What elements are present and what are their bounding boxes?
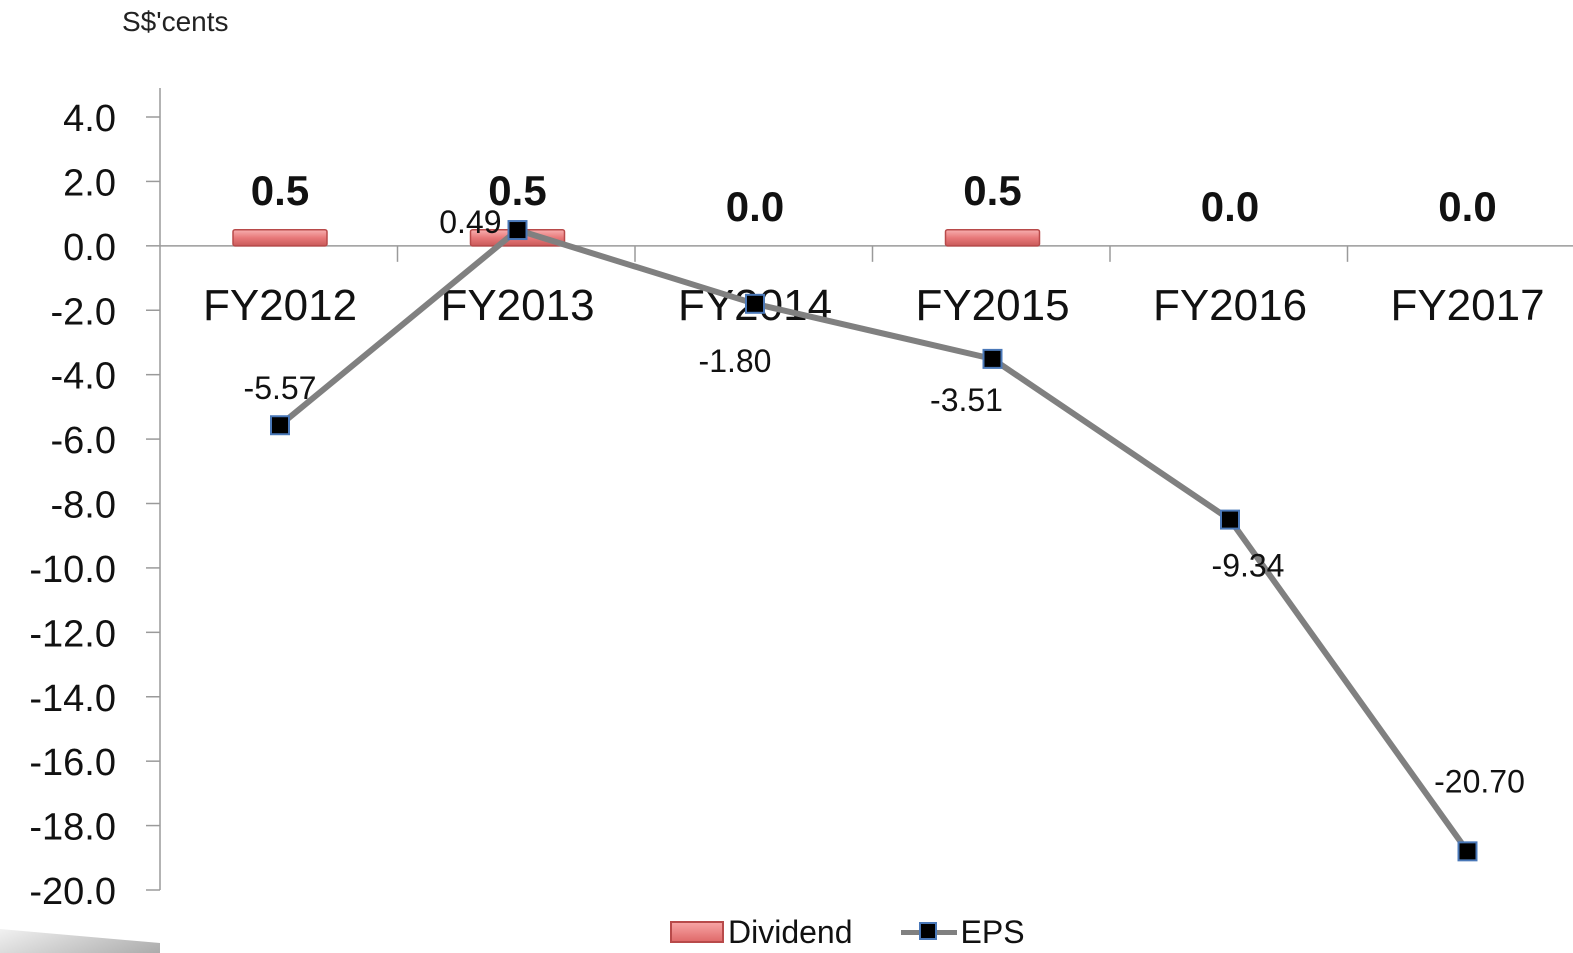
y-tick-label: -2.0 — [51, 291, 116, 333]
y-tick-label: 4.0 — [63, 98, 116, 140]
legend-label-eps: EPS — [960, 913, 1025, 950]
dividend-swatch-icon — [670, 921, 724, 943]
x-category-label: FY2017 — [1390, 281, 1544, 330]
dividend-bar — [944, 228, 1041, 247]
x-category-label: FY2012 — [203, 281, 357, 330]
dividend-data-label: 0.5 — [488, 167, 546, 214]
eps-swatch-icon — [900, 920, 957, 944]
y-tick-label: -16.0 — [29, 742, 116, 784]
eps-data-label: -3.51 — [930, 382, 1003, 418]
dividend-data-label: 0.5 — [251, 167, 309, 214]
eps-marker — [507, 220, 528, 241]
legend-item-dividend: Dividend — [670, 914, 853, 951]
y-tick-label: -20.0 — [29, 871, 116, 913]
y-tick-label: -8.0 — [51, 485, 116, 527]
eps-marker — [1457, 841, 1478, 862]
y-axis-unit-label: S$'cents — [122, 6, 229, 37]
eps-marker — [982, 348, 1003, 369]
eps-line — [278, 227, 1470, 854]
y-tick-label: -14.0 — [29, 678, 116, 720]
legend-label-dividend: Dividend — [728, 913, 853, 950]
y-tick-label: -6.0 — [51, 420, 116, 462]
eps-data-label: -1.80 — [699, 343, 772, 379]
dividend-data-label: 0.0 — [1201, 183, 1259, 230]
eps-marker — [1220, 509, 1240, 530]
eps-marker — [270, 415, 290, 436]
dividend-data-label: 0.0 — [726, 183, 784, 230]
eps-data-label: -9.34 — [1212, 548, 1285, 584]
y-tick-label: -4.0 — [51, 356, 116, 398]
y-tick-label: -12.0 — [29, 613, 116, 655]
eps-data-label: 0.49 — [439, 204, 501, 240]
dividend-data-label: 0.5 — [963, 167, 1021, 214]
legend-item-eps: EPS — [900, 913, 1025, 951]
x-category-label: FY2015 — [915, 281, 1069, 330]
y-tick-label: 0.0 — [63, 227, 116, 269]
y-tick-label: 2.0 — [63, 162, 116, 204]
y-tick-label: -10.0 — [29, 549, 116, 591]
eps-data-label: -5.57 — [244, 370, 317, 406]
x-category-label: FY2013 — [440, 281, 594, 330]
dividend-data-label: 0.0 — [1438, 183, 1496, 230]
eps-marker — [745, 293, 765, 314]
dividend-bar — [232, 228, 328, 247]
chart-legend: Dividend EPS — [670, 912, 1073, 952]
eps-data-label: -20.70 — [1434, 763, 1525, 799]
y-tick-label: -18.0 — [29, 807, 116, 849]
x-category-label: FY2016 — [1153, 281, 1307, 330]
